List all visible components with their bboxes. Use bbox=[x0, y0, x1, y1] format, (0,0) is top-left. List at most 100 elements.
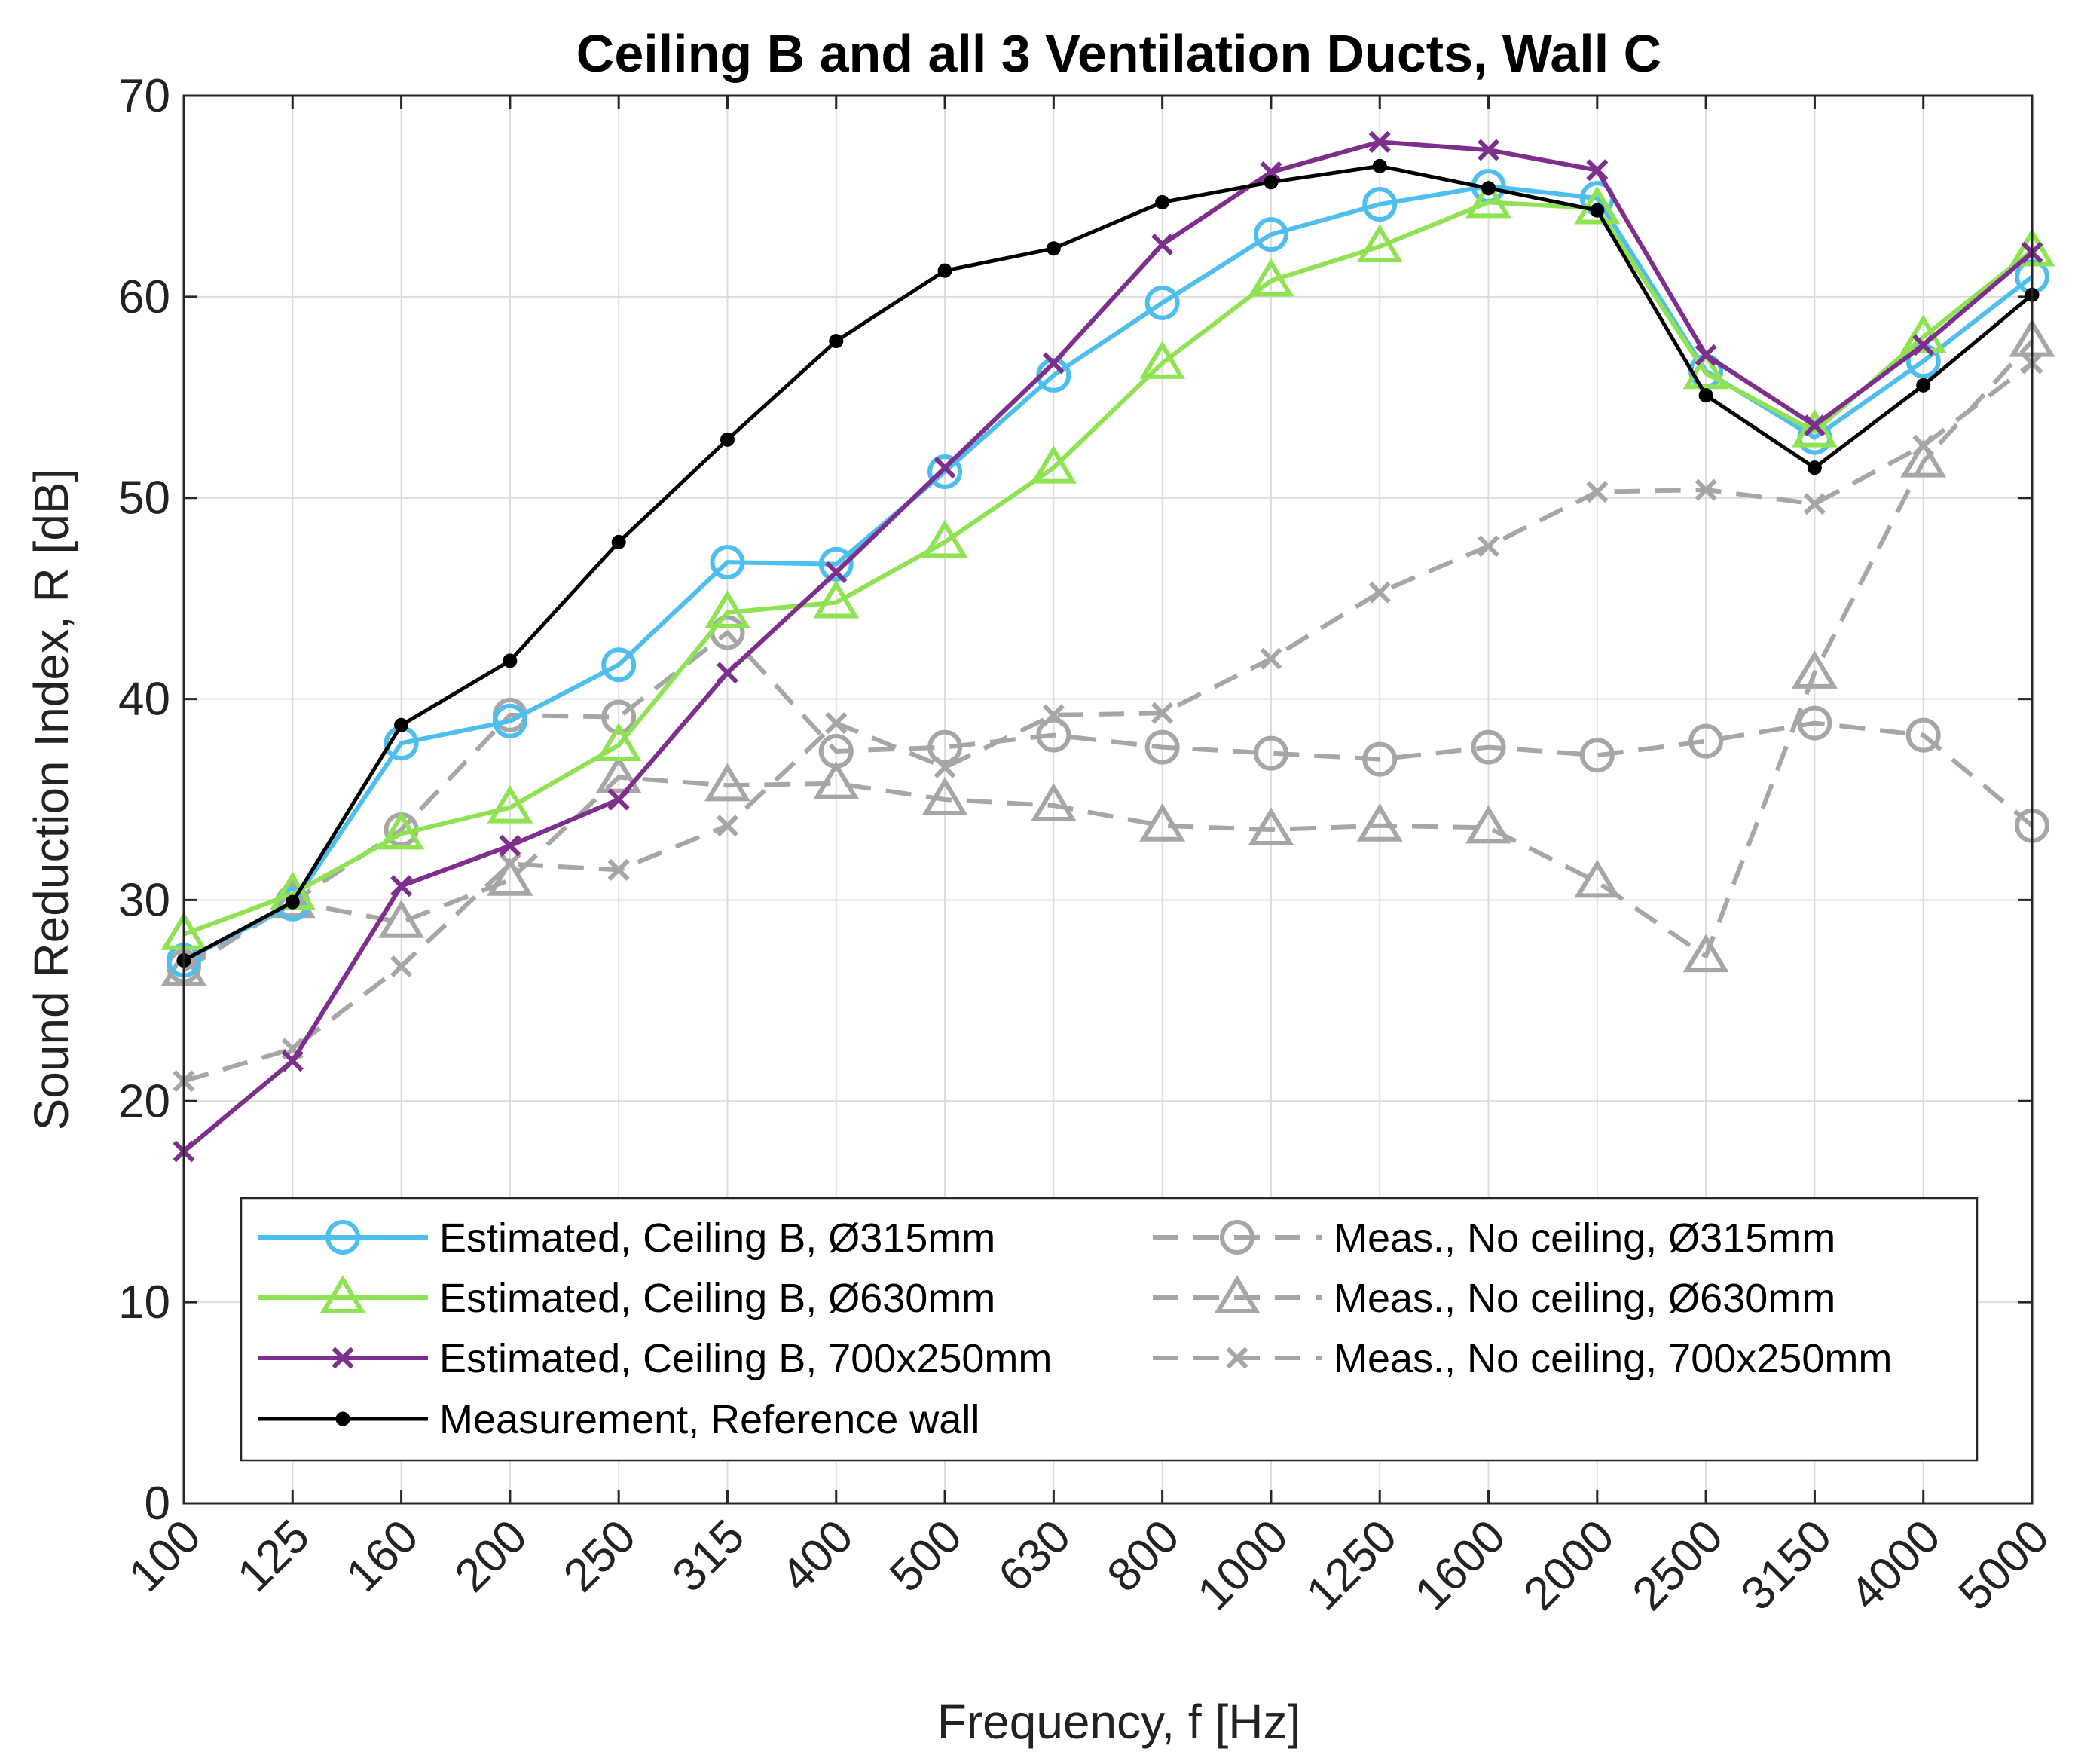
data-point bbox=[1151, 702, 1174, 724]
y-tick-label: 10 bbox=[118, 1276, 170, 1328]
data-point bbox=[1368, 581, 1391, 604]
x-tick-label: 100 bbox=[119, 1510, 211, 1602]
data-point bbox=[1912, 334, 1935, 356]
data-point bbox=[1586, 481, 1609, 503]
series-2 bbox=[173, 130, 2043, 1163]
data-point bbox=[595, 754, 642, 793]
data-point bbox=[1155, 194, 1170, 209]
x-tick-label: 250 bbox=[554, 1510, 646, 1602]
data-point bbox=[1682, 350, 1729, 390]
data-point bbox=[378, 811, 425, 850]
data-point bbox=[710, 545, 745, 580]
data-point bbox=[1574, 185, 1621, 225]
data-point bbox=[704, 589, 750, 628]
data-point bbox=[1253, 217, 1288, 252]
y-tick-label: 0 bbox=[145, 1478, 170, 1530]
y-tick-label: 60 bbox=[118, 271, 170, 323]
data-point bbox=[1807, 460, 1822, 475]
data-point bbox=[503, 653, 518, 668]
data-point bbox=[1144, 285, 1180, 320]
series-0 bbox=[167, 169, 2049, 978]
data-point bbox=[1139, 803, 1186, 842]
legend-label: Estimated, Ceiling B, Ø630mm bbox=[439, 1276, 995, 1321]
data-point bbox=[1260, 647, 1282, 670]
data-point bbox=[492, 703, 527, 738]
data-point bbox=[704, 763, 750, 802]
legend-label: Meas., No ceiling, Ø315mm bbox=[1334, 1215, 1835, 1261]
legend-marker bbox=[1226, 1347, 1248, 1369]
data-point bbox=[927, 454, 963, 490]
legend-marker bbox=[325, 1220, 360, 1255]
x-tick-label: 1600 bbox=[1405, 1510, 1515, 1620]
data-point bbox=[1030, 783, 1077, 822]
legend-marker bbox=[332, 1347, 354, 1369]
data-point bbox=[1791, 408, 1838, 448]
data-point bbox=[1362, 741, 1398, 777]
x-tick-label: 4000 bbox=[1840, 1510, 1950, 1620]
x-tick-label: 500 bbox=[880, 1510, 972, 1602]
legend-box bbox=[240, 1197, 1979, 1462]
data-point bbox=[1368, 130, 1391, 153]
x-tick-label: 160 bbox=[337, 1510, 429, 1602]
legend-label: Meas., No ceiling, Ø630mm bbox=[1334, 1276, 1835, 1321]
data-point bbox=[378, 899, 425, 938]
data-point bbox=[1471, 729, 1506, 765]
data-point bbox=[1248, 807, 1294, 846]
data-point bbox=[499, 834, 521, 857]
data-point bbox=[1478, 535, 1500, 558]
legend-item: Estimated, Ceiling B, Ø315mm bbox=[258, 1215, 995, 1261]
chart-title: Ceiling B and all 3 Ventilation Ducts, W… bbox=[576, 24, 1661, 83]
data-point bbox=[487, 857, 533, 896]
series-6 bbox=[173, 352, 2043, 1093]
series-3 bbox=[176, 158, 2040, 968]
x-tick-label: 800 bbox=[1098, 1510, 1190, 1602]
data-point bbox=[1688, 723, 1724, 759]
data-point bbox=[1260, 161, 1282, 183]
data-point bbox=[1046, 241, 1061, 256]
data-point bbox=[487, 784, 533, 824]
data-point bbox=[1362, 187, 1398, 222]
legend-item: Meas., No ceiling, Ø315mm bbox=[1153, 1215, 1835, 1261]
y-tick-label: 50 bbox=[118, 472, 170, 524]
data-point bbox=[937, 263, 952, 278]
y-tick-label: 30 bbox=[118, 874, 170, 926]
data-point bbox=[1248, 258, 1294, 297]
data-point bbox=[720, 432, 735, 447]
data-point bbox=[595, 723, 642, 761]
data-point bbox=[825, 712, 848, 735]
x-tick-label: 400 bbox=[772, 1510, 863, 1602]
series-line bbox=[182, 630, 2034, 969]
data-point bbox=[1478, 139, 1500, 161]
data-point bbox=[1042, 352, 1065, 375]
legend-item: Meas., No ceiling, Ø630mm bbox=[1153, 1275, 1835, 1321]
data-point bbox=[607, 788, 630, 811]
data-point bbox=[390, 955, 413, 978]
legend-label: Meas., No ceiling, 700x250mm bbox=[1334, 1336, 1892, 1381]
data-point bbox=[813, 760, 860, 799]
series-line bbox=[182, 139, 2034, 1154]
data-point bbox=[1465, 805, 1512, 844]
data-point bbox=[1356, 224, 1403, 263]
data-point bbox=[1036, 717, 1071, 753]
legend-item: Estimated, Ceiling B, 700x250mm bbox=[258, 1336, 1052, 1381]
series-4 bbox=[167, 615, 2049, 984]
y-tick-label: 70 bbox=[118, 70, 170, 122]
y-tick-label: 40 bbox=[118, 674, 170, 726]
y-axis-label: Sound Reduction Index, R [dB] bbox=[24, 469, 78, 1131]
series-1 bbox=[160, 179, 2055, 950]
data-point bbox=[1253, 735, 1288, 771]
data-point bbox=[921, 777, 968, 815]
x-tick-label: 1250 bbox=[1297, 1510, 1407, 1620]
legend-marker bbox=[1214, 1275, 1261, 1313]
data-point bbox=[611, 534, 626, 549]
data-point bbox=[1803, 414, 1826, 437]
legend: Estimated, Ceiling B, Ø315mm Estimated, C… bbox=[240, 1197, 1979, 1462]
data-point bbox=[1590, 203, 1605, 218]
data-point bbox=[1695, 344, 1717, 366]
series-line bbox=[182, 339, 2034, 973]
data-point bbox=[1574, 859, 1621, 898]
x-tick-label: 1000 bbox=[1188, 1510, 1298, 1620]
data-point bbox=[1144, 729, 1180, 765]
